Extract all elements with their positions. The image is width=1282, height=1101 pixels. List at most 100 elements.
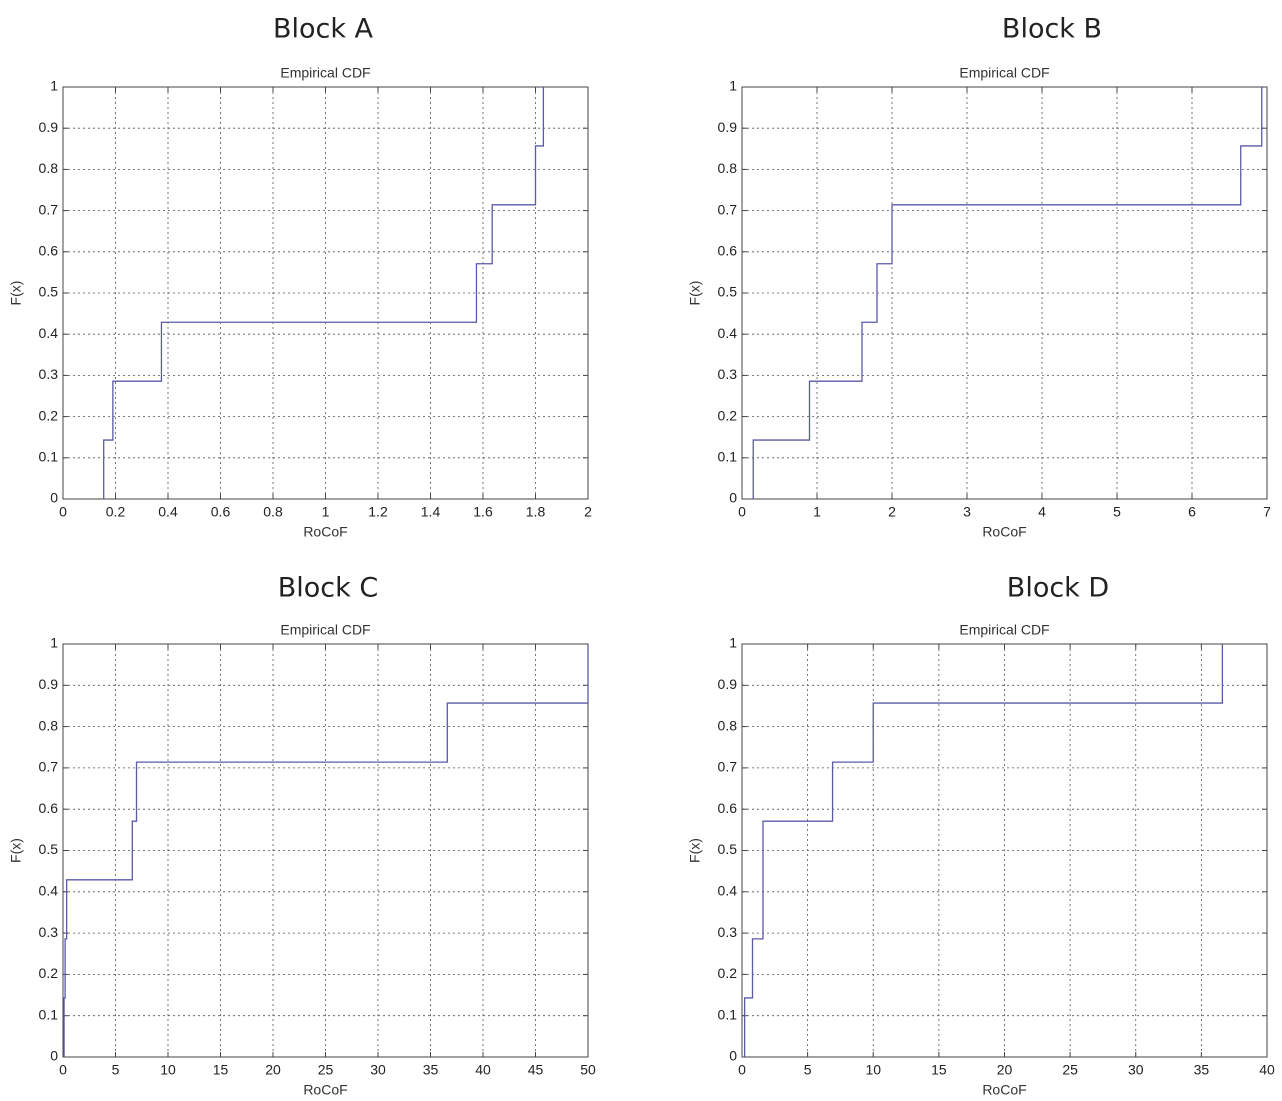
- x-tick-label: 1.6: [473, 504, 493, 520]
- cdf-panel-b: Block B Empirical CDF 0 1 2 3 4 5 6 7 0 0.1 0.2 0.3 0.…: [687, 14, 1271, 540]
- x-tick-label: 4: [1038, 504, 1046, 520]
- y-tick-label: 0.8: [39, 717, 59, 733]
- x-tick-label: 3: [963, 504, 971, 520]
- x-tick-label: 1.8: [526, 504, 546, 520]
- y-tick-label: 0.5: [39, 841, 59, 857]
- x-tick-label: 1.2: [368, 504, 388, 520]
- x-tick-label: 0: [59, 1062, 67, 1078]
- block-title: Block B: [1002, 14, 1102, 45]
- y-tick-label: 0.1: [39, 449, 59, 465]
- x-tick-label: 20: [265, 1062, 281, 1078]
- y-tick-label: 0.6: [39, 800, 59, 816]
- x-axis-label: RoCoF: [303, 1082, 347, 1098]
- y-tick-label: 0.4: [39, 883, 59, 899]
- y-tick-label: 0.8: [718, 717, 738, 733]
- cdf-series-line: [63, 644, 589, 1057]
- x-tick-label: 6: [1188, 504, 1196, 520]
- block-title: Block D: [1007, 573, 1109, 604]
- y-tick-label: 0.4: [39, 325, 59, 341]
- y-tick-label: 0.7: [39, 759, 59, 775]
- y-tick-label: 0.3: [718, 924, 738, 940]
- block-title: Block A: [273, 14, 374, 45]
- x-tick-label: 2: [888, 504, 896, 520]
- x-tick-label: 5: [804, 1062, 812, 1078]
- x-tick-label: 45: [528, 1062, 544, 1078]
- y-axis-label: F(x): [687, 838, 703, 863]
- x-tick-label: 1.4: [421, 504, 441, 520]
- cdf-panel-a: Block A Empirical CDF 0 0.2 0.4 0.6 0.8 1 1.2 1.4…: [8, 14, 592, 540]
- chart-title: Empirical CDF: [280, 622, 370, 638]
- y-tick-label: 1: [729, 635, 737, 651]
- y-tick-label: 1: [50, 635, 58, 651]
- y-tick-label: 0: [50, 1048, 58, 1064]
- chart-title: Empirical CDF: [959, 65, 1049, 81]
- y-tick-label: 0.8: [718, 160, 738, 176]
- y-tick-label: 0.3: [718, 366, 738, 382]
- x-tick-label: 20: [997, 1062, 1013, 1078]
- y-tick-label: 0.3: [39, 924, 59, 940]
- x-tick-label: 40: [475, 1062, 491, 1078]
- x-axis-label: RoCoF: [303, 524, 347, 540]
- y-tick-label: 0.4: [718, 883, 738, 899]
- y-tick-label: 0: [50, 490, 58, 506]
- y-tick-label: 0.1: [39, 1006, 59, 1022]
- y-tick-label: 1: [729, 78, 737, 94]
- x-tick-label: 0.6: [211, 504, 231, 520]
- y-tick-label: 0.2: [39, 407, 59, 423]
- y-tick-label: 0.5: [39, 284, 59, 300]
- x-tick-label: 0: [59, 504, 67, 520]
- y-axis-label: F(x): [687, 281, 703, 306]
- x-tick-label: 0.2: [106, 504, 126, 520]
- x-tick-label: 35: [423, 1062, 439, 1078]
- x-tick-label: 0: [738, 1062, 746, 1078]
- block-title: Block C: [278, 573, 378, 604]
- y-tick-label: 0.7: [718, 759, 738, 775]
- cdf-series-line: [752, 87, 1263, 499]
- x-tick-label: 15: [213, 1062, 229, 1078]
- y-tick-label: 0: [729, 490, 737, 506]
- y-tick-label: 0.2: [39, 965, 59, 981]
- x-axis-label: RoCoF: [982, 1082, 1026, 1098]
- x-tick-label: 35: [1194, 1062, 1210, 1078]
- y-tick-label: 0.6: [39, 243, 59, 259]
- y-tick-label: 0.8: [39, 160, 59, 176]
- x-tick-label: 25: [1062, 1062, 1078, 1078]
- y-tick-label: 0.6: [718, 243, 738, 259]
- x-tick-label: 10: [160, 1062, 176, 1078]
- x-tick-label: 30: [370, 1062, 386, 1078]
- x-tick-label: 0.8: [263, 504, 283, 520]
- y-tick-label: 0.9: [718, 119, 738, 135]
- x-tick-label: 50: [580, 1062, 596, 1078]
- y-tick-label: 0.9: [39, 119, 59, 135]
- y-tick-label: 0.6: [718, 800, 738, 816]
- y-tick-label: 0.5: [718, 284, 738, 300]
- x-axis-label: RoCoF: [982, 524, 1026, 540]
- cdf-series-line: [103, 87, 545, 499]
- chart-title: Empirical CDF: [280, 65, 370, 81]
- chart-title: Empirical CDF: [959, 622, 1049, 638]
- y-tick-label: 0.1: [718, 1006, 738, 1022]
- y-tick-label: 0.3: [39, 366, 59, 382]
- x-tick-label: 10: [865, 1062, 881, 1078]
- x-tick-label: 0.4: [158, 504, 178, 520]
- y-axis-label: F(x): [8, 281, 24, 306]
- x-tick-label: 0: [738, 504, 746, 520]
- y-tick-label: 1: [50, 78, 58, 94]
- y-tick-label: 0: [729, 1048, 737, 1064]
- x-tick-label: 7: [1263, 504, 1271, 520]
- y-axis-label: F(x): [8, 838, 24, 863]
- y-tick-label: 0.5: [718, 841, 738, 857]
- y-tick-label: 0.2: [718, 407, 738, 423]
- x-tick-label: 1: [322, 504, 330, 520]
- y-tick-label: 0.9: [718, 676, 738, 692]
- x-tick-label: 2: [584, 504, 592, 520]
- x-tick-label: 40: [1259, 1062, 1275, 1078]
- y-tick-label: 0.1: [718, 449, 738, 465]
- y-tick-label: 0.9: [39, 676, 59, 692]
- x-tick-label: 30: [1128, 1062, 1144, 1078]
- x-tick-label: 5: [112, 1062, 120, 1078]
- y-tick-label: 0.7: [39, 201, 59, 217]
- x-tick-label: 1: [813, 504, 821, 520]
